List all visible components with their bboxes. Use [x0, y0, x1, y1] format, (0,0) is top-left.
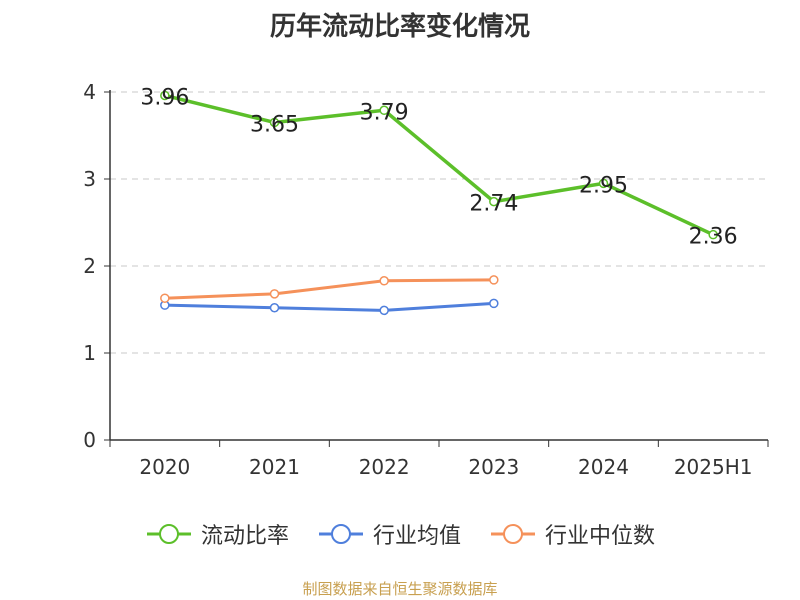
x-tick-label: 2020: [139, 455, 190, 479]
legend-symbol: [318, 524, 363, 544]
data-point[interactable]: [269, 117, 280, 128]
data-label: 3.79: [360, 100, 409, 125]
legend-item[interactable]: 流动比率: [145, 518, 289, 550]
data-point[interactable]: [598, 178, 609, 189]
data-label: 2.74: [469, 192, 518, 217]
x-tick-label: 2022: [359, 455, 410, 479]
legend-label: 行业中位数: [545, 524, 656, 549]
legend-symbol: [146, 524, 191, 544]
series-line: [164, 93, 714, 237]
y-tick-label: 1: [83, 341, 96, 365]
data-point[interactable]: [269, 289, 280, 299]
y-tick-label: 2: [83, 254, 96, 278]
data-label: 3.96: [140, 85, 189, 110]
y-tick-label: 0: [83, 428, 96, 452]
data-point[interactable]: [489, 196, 499, 207]
data-label: 2.36: [689, 225, 738, 250]
series-line: [164, 301, 494, 312]
y-tick-label: 4: [83, 80, 96, 104]
data-point[interactable]: [489, 298, 499, 309]
data-point[interactable]: [489, 275, 499, 285]
data-point[interactable]: [379, 276, 389, 286]
legend-item[interactable]: 行业均值: [317, 518, 461, 550]
x-tick-label: 2021: [249, 455, 300, 479]
data-point[interactable]: [708, 229, 718, 240]
chart-title: 历年流动比率变化情况: [269, 12, 530, 42]
legend-label: 流动比率: [200, 524, 289, 549]
legend-symbol: [491, 524, 535, 544]
x-tick-label: 2025H1: [674, 455, 753, 479]
data-label: 3.65: [250, 112, 299, 137]
x-tick-label: 2024: [578, 455, 629, 479]
x-tick-label: 2023: [468, 455, 519, 479]
legend-item[interactable]: 行业中位数: [489, 518, 655, 550]
data-point[interactable]: [160, 90, 170, 101]
legend: 流动比率 行业均值 行业中位数: [0, 518, 800, 550]
source-note: 制图数据来自恒生聚源数据库: [302, 580, 498, 598]
data-label: 2.95: [579, 173, 628, 198]
data-point[interactable]: [160, 293, 170, 303]
data-point[interactable]: [379, 105, 389, 116]
data-point[interactable]: [379, 305, 389, 316]
series-line: [164, 278, 494, 300]
y-tick-label: 3: [83, 167, 96, 191]
legend-label: 行业均值: [372, 524, 461, 549]
data-point[interactable]: [269, 303, 280, 313]
